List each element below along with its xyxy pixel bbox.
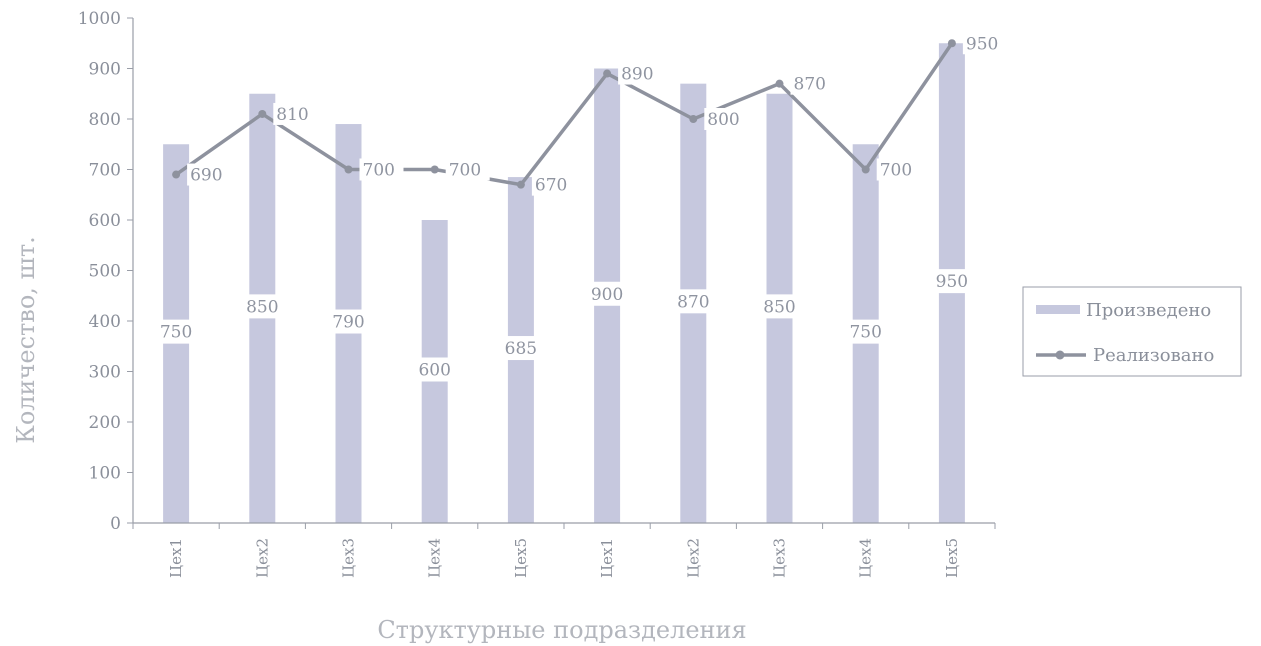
line-label-bg xyxy=(359,158,404,181)
legend-label-sold: Реализовано xyxy=(1093,345,1214,366)
bar-value-label: 750 xyxy=(160,323,192,343)
y-tick-label: 1000 xyxy=(78,9,121,29)
bar-value-label: 950 xyxy=(936,272,968,292)
line-label-bg xyxy=(704,108,749,130)
bar-value-label: 600 xyxy=(418,361,450,381)
bar-value-label: 900 xyxy=(591,285,623,305)
line-layer xyxy=(172,39,956,189)
legend-bar-swatch xyxy=(1036,305,1080,314)
line-point-sold xyxy=(947,39,956,48)
line-value-label: 950 xyxy=(966,34,998,54)
bar-value-labels: 750 850 790 600 685 900 870 850 750 950 xyxy=(155,269,973,382)
x-tick-label: Цех3 xyxy=(340,538,358,578)
line-label-bg xyxy=(273,102,318,125)
x-tick-label: Цех5 xyxy=(512,538,530,578)
line-sold xyxy=(174,41,954,187)
bar-label-bg xyxy=(413,357,456,382)
line-point-sold xyxy=(344,165,353,174)
y-tick-label: 200 xyxy=(89,413,121,433)
bar-label-bg xyxy=(758,294,801,319)
y-tick-label: 700 xyxy=(89,161,121,181)
bar-label-bg xyxy=(241,294,284,319)
y-axis-ticks: 0 100 200 300 400 500 600 700 800 900 1000 xyxy=(78,9,133,534)
line-value-label: 800 xyxy=(707,110,739,130)
line-label-bg xyxy=(876,158,921,181)
legend-label-produced: Произведено xyxy=(1086,300,1211,321)
bar-label-bg xyxy=(672,289,715,314)
y-tick-label: 600 xyxy=(89,211,121,231)
line-value-labels: 690 810 700 700 670 890 800 870 700 950 xyxy=(187,32,1007,196)
y-tick-label: 300 xyxy=(89,363,121,383)
line-label-bg xyxy=(618,62,663,85)
bar-label-bg xyxy=(155,319,198,344)
line-label-bg xyxy=(790,72,835,95)
y-tick-label: 500 xyxy=(89,262,121,282)
line-label-bg xyxy=(531,173,576,196)
bar-label-bg xyxy=(844,319,887,344)
x-tick-label: Цех4 xyxy=(857,538,875,578)
x-axis-ticks: Цех1 Цех2 Цех3 Цех4 Цех5 Цех1 Цех2 Цех3 Цех4 Цех5 xyxy=(132,523,996,578)
line-value-label: 810 xyxy=(276,105,308,125)
y-tick-label: 400 xyxy=(89,312,121,332)
x-tick-label: Цех5 xyxy=(943,538,961,578)
line-value-label: 700 xyxy=(880,161,912,181)
bar-value-label: 685 xyxy=(505,339,537,359)
line-label-bg xyxy=(187,163,232,186)
bar-value-label: 790 xyxy=(332,313,364,333)
line-point-sold xyxy=(516,180,525,189)
bar-label-bg xyxy=(327,309,370,334)
line-value-label: 890 xyxy=(621,65,653,85)
line-label-bg xyxy=(962,32,1007,55)
legend-box xyxy=(1022,286,1242,377)
line-point-sold xyxy=(172,170,181,179)
line-point-sold xyxy=(430,165,439,174)
bar-value-label: 750 xyxy=(849,323,881,343)
line-value-label: 870 xyxy=(794,75,826,95)
line-point-sold xyxy=(775,79,784,88)
x-tick-label: Цех3 xyxy=(771,538,789,578)
x-axis-title: Структурные подразделения xyxy=(377,616,746,644)
y-axis-title: Количество, шт. xyxy=(12,236,40,444)
line-value-label: 670 xyxy=(535,176,567,196)
line-value-label: 700 xyxy=(363,161,395,181)
line-value-label: 700 xyxy=(449,161,481,181)
x-tick-label: Цех1 xyxy=(167,538,185,578)
bar-value-label: 850 xyxy=(763,297,795,317)
y-tick-label: 0 xyxy=(110,514,121,534)
y-tick-label: 900 xyxy=(89,60,121,80)
bar-value-label: 870 xyxy=(677,292,709,312)
bar-label-bg xyxy=(930,269,973,294)
y-tick-label: 800 xyxy=(89,110,121,130)
legend: Произведено Реализовано xyxy=(1022,286,1242,377)
line-value-label: 690 xyxy=(190,166,222,186)
legend-marker-icon xyxy=(1055,350,1065,360)
line-point-sold xyxy=(603,69,612,78)
x-tick-label: Цех2 xyxy=(684,538,702,578)
y-tick-label: 100 xyxy=(89,464,121,484)
bar-value-label: 850 xyxy=(246,297,278,317)
line-point-sold xyxy=(861,165,870,174)
bar-label-bg xyxy=(586,281,629,306)
bar-label-bg xyxy=(499,336,542,361)
line-point-sold xyxy=(258,109,267,118)
line-point-sold xyxy=(689,115,698,123)
x-tick-label: Цех4 xyxy=(426,538,444,578)
line-label-bg xyxy=(445,158,490,181)
x-tick-label: Цех1 xyxy=(598,538,616,578)
x-tick-label: Цех2 xyxy=(253,538,271,578)
